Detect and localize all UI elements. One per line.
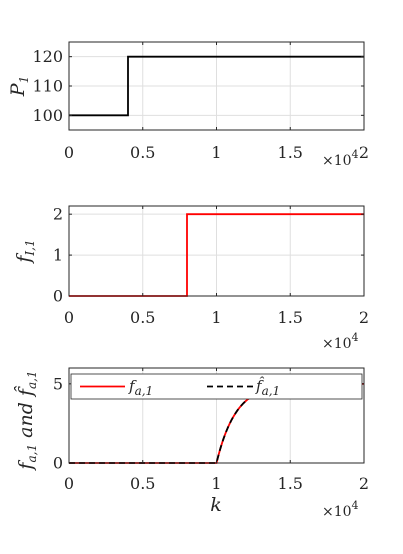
legend-label-fhat-a1: f̂a,1 (255, 377, 280, 398)
panel-fa1: 0 0.5 1 1.5 2 05 fa,1 f̂a,1 fa,1 and f̂a,1 k… (14, 367, 369, 520)
x-tick-labels: 0 0.5 1 1.5 2 (64, 308, 369, 327)
y-tick-label: 2 (53, 205, 63, 224)
tick-marks (68, 42, 365, 130)
x-tick-labels: 0 0.5 1 1.5 2 (64, 474, 369, 493)
panel-p1: 0 0.5 1 1.5 2 100 110 120 P1 ×104 (7, 41, 369, 169)
x-tick-label: 0 (64, 143, 74, 162)
x-tick-label: 0.5 (130, 143, 155, 162)
x-tick-label: 2 (359, 474, 369, 493)
x-exponent-label: ×104 (322, 331, 359, 352)
x-tick-label: 0 (64, 308, 74, 327)
grid (68, 206, 365, 297)
y-tick-label: 110 (32, 77, 63, 96)
x-tick-label: 1 (211, 474, 221, 493)
x-exponent-label: ×104 (322, 499, 359, 520)
legend-label-fa1: fa,1 (128, 377, 153, 398)
x-tick-label: 0.5 (130, 308, 155, 327)
panel-fi1: 0 0.5 1 1.5 2 0 1 2 fI,1 ×104 (13, 205, 369, 352)
y-tick-label: 1 (53, 246, 63, 265)
y-axis-label: fa,1 and f̂a,1 (14, 370, 39, 471)
y-tick-label: 100 (32, 106, 63, 125)
y-tick-label: 120 (32, 47, 63, 66)
x-tick-label: 1.5 (278, 308, 303, 327)
y-tick-labels: 05 (53, 374, 63, 472)
x-tick-label: 0.5 (130, 474, 155, 493)
y-tick-label: 0 (53, 287, 63, 306)
x-axis-label: k (210, 494, 222, 516)
x-tick-label: 0 (64, 474, 74, 493)
x-tick-label: 2 (359, 308, 369, 327)
series-layer (69, 55, 364, 117)
x-tick-label: 1 (211, 143, 221, 162)
y-tick-labels: 100 110 120 (32, 47, 63, 125)
x-tick-label: 2 (359, 143, 369, 162)
y-tick-labels: 0 1 2 (53, 205, 63, 306)
y-axis-label: fI,1 (13, 239, 37, 264)
x-tick-label: 1.5 (278, 474, 303, 493)
series-line-1 (69, 55, 364, 117)
x-tick-label: 1.5 (278, 143, 303, 162)
x-tick-label: 1 (211, 308, 221, 327)
tick-marks (68, 206, 365, 297)
grid (68, 42, 365, 130)
x-exponent-label: ×104 (322, 148, 359, 169)
y-tick-label: 5 (53, 374, 63, 393)
legend: fa,1 f̂a,1 (70, 373, 363, 400)
y-tick-label: 0 (53, 454, 63, 473)
y-axis-label: P1 (7, 76, 31, 97)
x-tick-labels: 0 0.5 1 1.5 2 (64, 143, 369, 162)
